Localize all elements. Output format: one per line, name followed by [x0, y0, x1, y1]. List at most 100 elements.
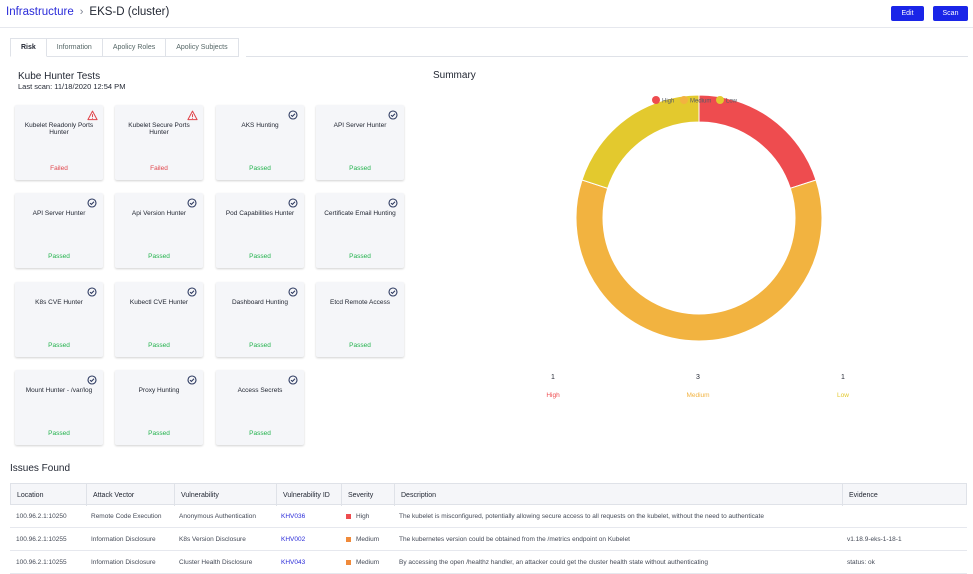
summary-label-high: High	[546, 392, 560, 399]
test-card-status: Passed	[249, 253, 271, 260]
test-card-name: API Server Hunter	[32, 210, 86, 217]
edit-button[interactable]: Edit	[891, 6, 924, 21]
test-card-name: AKS Hunting	[241, 122, 279, 129]
cell-evidence: v1.18.9-eks-1-18-1	[847, 536, 902, 543]
test-card-name: Api Version Hunter	[131, 210, 187, 217]
legend-label: Medium	[690, 99, 711, 105]
test-card-status: Failed	[150, 165, 168, 172]
cell-vulnerability-id[interactable]: KHV002	[281, 536, 306, 543]
warning-icon	[187, 110, 198, 121]
check-circle-icon	[388, 110, 398, 120]
test-card-k8s-cve-hunter[interactable]: K8s CVE Hunter Passed	[15, 282, 103, 357]
test-card-api-server-hunter[interactable]: API Server Hunter Passed	[316, 105, 404, 180]
test-card-api-server-hunter[interactable]: API Server Hunter Passed	[15, 193, 103, 268]
summary-title: Summary	[433, 70, 476, 81]
test-card-kubelet-secure-ports-hunter[interactable]: Kubelet Secure Ports Hunter Failed	[115, 105, 203, 180]
test-card-status: Passed	[349, 253, 371, 260]
column-header-evidence[interactable]: Evidence	[842, 484, 878, 506]
test-card-dashboard-hunting[interactable]: Dashboard Hunting Passed	[216, 282, 304, 357]
table-row[interactable]: 100.96.2.1:10255 Information Disclosure Cl…	[10, 551, 967, 574]
page-title: EKS-D (cluster)	[89, 6, 170, 18]
issues-table-header: Location Attack Vector Vulnerability Vulner…	[10, 483, 967, 506]
column-header-location[interactable]: Location	[17, 491, 44, 499]
check-circle-icon	[288, 110, 298, 120]
test-card-status: Passed	[349, 342, 371, 349]
check-circle-icon	[87, 375, 97, 385]
tab-apolicy-roles[interactable]: Apolicy Roles	[102, 38, 167, 57]
legend-item-low[interactable]: Low	[716, 96, 738, 105]
test-card-status: Passed	[249, 342, 271, 349]
scan-button[interactable]: Scan	[933, 6, 968, 21]
column-header-attack-vector[interactable]: Attack Vector	[86, 484, 134, 506]
test-card-etcd-remote-access[interactable]: Etcd Remote Access Passed	[316, 282, 404, 357]
cell-vulnerability-id[interactable]: KHV036	[281, 513, 306, 520]
cell-severity: Medium	[340, 528, 379, 551]
test-card-name: K8s CVE Hunter	[35, 299, 83, 306]
legend-label: High	[662, 99, 674, 105]
severity-indicator-icon	[346, 560, 351, 565]
test-card-access-secrets[interactable]: Access Secrets Passed	[216, 370, 304, 445]
cell-location: 100.96.2.1:10255	[16, 559, 67, 566]
test-card-name: Kubectl CVE Hunter	[129, 299, 189, 306]
check-circle-icon	[388, 287, 398, 297]
issues-table: Location Attack Vector Vulnerability Vulner…	[10, 483, 967, 574]
test-card-api-version-hunter[interactable]: Api Version Hunter Passed	[115, 193, 203, 268]
test-card-certificate-email-hunting[interactable]: Certificate Email Hunting Passed	[316, 193, 404, 268]
legend-label: Low	[726, 99, 738, 105]
test-card-kubectl-cve-hunter[interactable]: Kubectl CVE Hunter Passed	[115, 282, 203, 357]
cell-vulnerability-id[interactable]: KHV043	[281, 559, 306, 566]
column-header-description[interactable]: Description	[394, 484, 436, 506]
breadcrumb-infrastructure-link[interactable]: Infrastructure	[6, 6, 74, 18]
test-card-name: Pod Capabilities Hunter	[225, 210, 295, 217]
test-card-name: Proxy Hunting	[138, 387, 180, 394]
check-circle-icon	[87, 287, 97, 297]
breadcrumb: Infrastructure › EKS-D (cluster)	[6, 6, 169, 18]
severity-label: Medium	[356, 536, 380, 543]
donut-slice-low[interactable]	[581, 94, 700, 189]
breadcrumb-separator: ›	[79, 6, 84, 18]
summary-label-medium: Medium	[686, 392, 709, 399]
test-card-aks-hunting[interactable]: AKS Hunting Passed	[216, 105, 304, 180]
legend-swatch	[680, 96, 688, 104]
test-card-pod-capabilities-hunter[interactable]: Pod Capabilities Hunter Passed	[216, 193, 304, 268]
cell-evidence: status: ok	[847, 559, 875, 566]
tab-divider	[246, 56, 968, 57]
cell-vulnerability: Cluster Health Disclosure	[179, 559, 253, 566]
test-card-status: Passed	[249, 165, 271, 172]
cell-vulnerability: Anonymous Authentication	[179, 513, 256, 520]
column-header-severity[interactable]: Severity	[341, 484, 373, 506]
cell-evidence	[841, 505, 847, 528]
column-header-vulnerability-id[interactable]: Vulnerability ID	[276, 484, 330, 506]
tab-apolicy-subjects[interactable]: Apolicy Subjects	[166, 38, 239, 57]
table-row[interactable]: 100.96.2.1:10250 Remote Code Execution Ano…	[10, 505, 967, 528]
check-circle-icon	[288, 287, 298, 297]
cell-severity: High	[340, 505, 369, 528]
issues-table-body: 100.96.2.1:10250 Remote Code Execution Ano…	[10, 505, 967, 574]
cell-location: 100.96.2.1:10250	[16, 513, 67, 520]
legend-item-high[interactable]: High	[652, 96, 674, 105]
test-card-status: Passed	[349, 165, 371, 172]
table-row[interactable]: 100.96.2.1:10255 Information Disclosure K8…	[10, 528, 967, 551]
last-scan-text: Last scan: 11/18/2020 12:54 PM	[18, 82, 126, 91]
cell-description: The kubernetes version could be obtained…	[399, 536, 630, 543]
check-circle-icon	[388, 198, 398, 208]
donut-slice-medium[interactable]	[575, 179, 823, 342]
test-card-proxy-hunting[interactable]: Proxy Hunting Passed	[115, 370, 203, 445]
column-header-vulnerability[interactable]: Vulnerability	[174, 484, 219, 506]
check-circle-icon	[187, 287, 197, 297]
donut-slice-high[interactable]	[698, 94, 817, 189]
test-card-name: API Server Hunter	[333, 122, 387, 129]
test-card-mount-hunter-var-log[interactable]: Mount Hunter - /var/log Passed	[15, 370, 103, 445]
summary-count-medium: 3	[696, 374, 700, 381]
legend-item-medium[interactable]: Medium	[680, 96, 711, 105]
summary-donut-chart: High Medium Low 1 High 3 Medium 1 Low	[546, 94, 849, 399]
tab-information[interactable]: Information	[46, 38, 103, 57]
test-card-name: Dashboard Hunting	[231, 299, 288, 306]
tab-risk[interactable]: Risk	[10, 38, 47, 57]
test-card-name: Etcd Remote Access	[330, 299, 390, 306]
issues-title: Issues Found	[10, 463, 71, 474]
check-circle-icon	[187, 375, 197, 385]
test-card-kubelet-readonly-ports-hunter[interactable]: Kubelet Readonly Ports Hunter Failed	[15, 105, 103, 180]
test-card-status: Passed	[148, 342, 170, 349]
test-card-status: Passed	[249, 430, 271, 437]
